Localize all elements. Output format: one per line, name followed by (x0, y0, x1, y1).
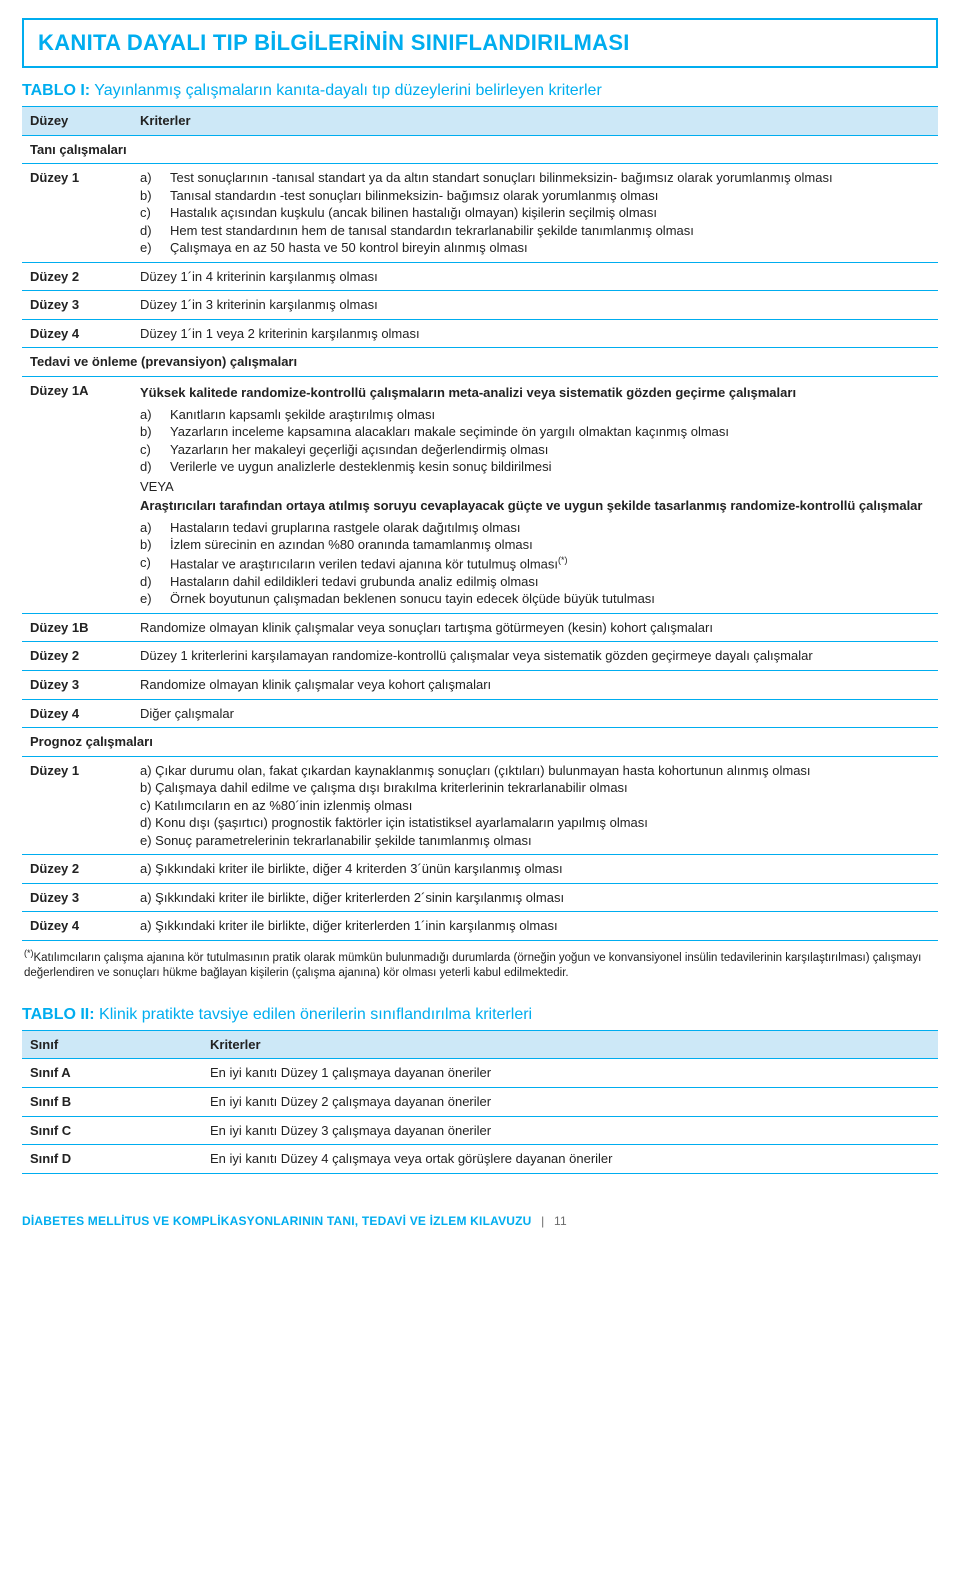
table2-caption: TABLO II: Klinik pratikte tavsiye edilen… (22, 1006, 938, 1024)
table1-criteria-cell: Yüksek kalitede randomize-kontrollü çalı… (132, 377, 938, 614)
table2-head-left: Sınıf (22, 1030, 202, 1059)
page-title-box: KANITA DAYALI TIP BİLGİLERİNİN SINIFLAND… (22, 18, 938, 68)
table1-criteria-cell: Randomize olmayan klinik çalışmalar veya… (132, 613, 938, 642)
table1-criteria-cell: Randomize olmayan klinik çalışmalar veya… (132, 671, 938, 700)
table1-level-cell: Düzey 1 (22, 164, 132, 263)
table1-level-cell: Düzey 3 (22, 671, 132, 700)
footer-text: DİABETES MELLİTUS VE KOMPLİKASYONLARININ… (22, 1214, 532, 1228)
table1-level-cell: Düzey 2 (22, 642, 132, 671)
table1-level-cell: Düzey 2 (22, 855, 132, 884)
page-footer: DİABETES MELLİTUS VE KOMPLİKASYONLARININ… (22, 1214, 938, 1228)
table1-level-cell: Düzey 4 (22, 699, 132, 728)
table1-section-title: Tanı çalışmaları (22, 135, 938, 164)
table1-criteria-cell: a)Test sonuçlarının -tanısal standart ya… (132, 164, 938, 263)
page-title: KANITA DAYALI TIP BİLGİLERİNİN SINIFLAND… (38, 30, 922, 56)
table2-criteria-cell: En iyi kanıtı Düzey 4 çalışmaya veya ort… (202, 1145, 938, 1174)
table2-caption-label: TABLO II: (22, 1006, 95, 1023)
table1-level-cell: Düzey 3 (22, 883, 132, 912)
table1-head-right: Kriterler (132, 107, 938, 136)
table1: Düzey Kriterler Tanı çalışmalarıDüzey 1a… (22, 106, 938, 941)
table2: Sınıf Kriterler Sınıf AEn iyi kanıtı Düz… (22, 1030, 938, 1174)
table1-criteria-cell: a) Şıkkındaki kriter ile birlikte, diğer… (132, 883, 938, 912)
table1-level-cell: Düzey 1 (22, 756, 132, 855)
table1-level-cell: Düzey 1A (22, 377, 132, 614)
table2-level-cell: Sınıf D (22, 1145, 202, 1174)
table1-criteria-cell: Diğer çalışmalar (132, 699, 938, 728)
table1-section-title: Tedavi ve önleme (prevansiyon) çalışmala… (22, 348, 938, 377)
table1-level-cell: Düzey 1B (22, 613, 132, 642)
table1-footnote: (*)Katılımcıların çalışma ajanına kör tu… (22, 941, 938, 984)
table1-criteria-cell: a) Şıkkındaki kriter ile birlikte, diğer… (132, 855, 938, 884)
footer-page-number: 11 (554, 1214, 567, 1228)
footer-sep: | (541, 1214, 544, 1228)
table1-level-cell: Düzey 3 (22, 291, 132, 320)
table2-level-cell: Sınıf A (22, 1059, 202, 1088)
table1-level-cell: Düzey 4 (22, 319, 132, 348)
table1-head-left: Düzey (22, 107, 132, 136)
table1-criteria-cell: Düzey 1 kriterlerini karşılamayan random… (132, 642, 938, 671)
table1-criteria-cell: a) Şıkkındaki kriter ile birlikte, diğer… (132, 912, 938, 941)
table2-caption-desc: Klinik pratikte tavsiye edilen önerileri… (99, 1006, 532, 1023)
table1-criteria-cell: a) Çıkar durumu olan, fakat çıkardan kay… (132, 756, 938, 855)
footnote-marker: (*) (24, 948, 34, 958)
table2-criteria-cell: En iyi kanıtı Düzey 2 çalışmaya dayanan … (202, 1087, 938, 1116)
table1-criteria-cell: Düzey 1´in 4 kriterinin karşılanmış olma… (132, 262, 938, 291)
table1-level-cell: Düzey 2 (22, 262, 132, 291)
table1-criteria-cell: Düzey 1´in 3 kriterinin karşılanmış olma… (132, 291, 938, 320)
table1-caption-label: TABLO I: (22, 82, 90, 99)
table1-level-cell: Düzey 4 (22, 912, 132, 941)
table1-caption-desc: Yayınlanmış çalışmaların kanıta-dayalı t… (94, 82, 601, 99)
table2-head-right: Kriterler (202, 1030, 938, 1059)
footnote-text: Katılımcıların çalışma ajanına kör tutul… (24, 952, 921, 980)
table2-criteria-cell: En iyi kanıtı Düzey 3 çalışmaya dayanan … (202, 1116, 938, 1145)
table2-criteria-cell: En iyi kanıtı Düzey 1 çalışmaya dayanan … (202, 1059, 938, 1088)
table2-level-cell: Sınıf C (22, 1116, 202, 1145)
table2-level-cell: Sınıf B (22, 1087, 202, 1116)
table1-section-title: Prognoz çalışmaları (22, 728, 938, 757)
page-root: KANITA DAYALI TIP BİLGİLERİNİN SINIFLAND… (0, 0, 960, 1248)
table1-caption: TABLO I: Yayınlanmış çalışmaların kanıta… (22, 82, 938, 100)
table1-criteria-cell: Düzey 1´in 1 veya 2 kriterinin karşılanm… (132, 319, 938, 348)
